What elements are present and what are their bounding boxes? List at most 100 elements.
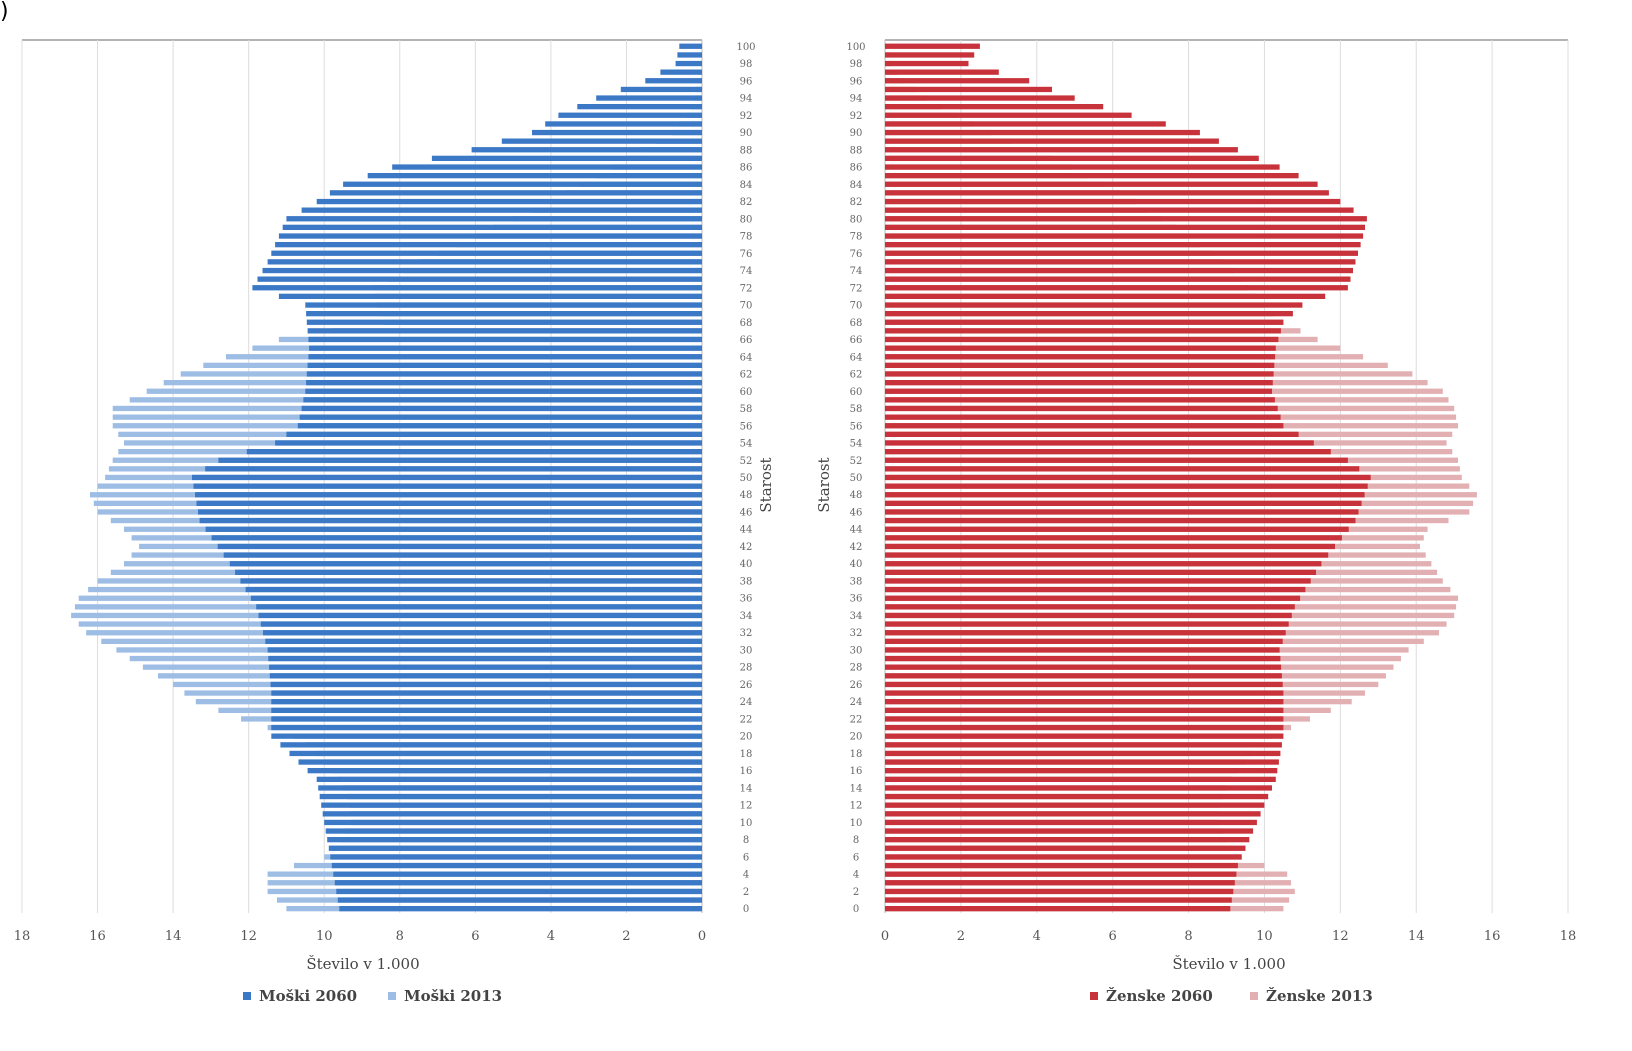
bar-2060 (885, 87, 1052, 92)
bar-2060 (885, 794, 1268, 799)
bar-2060 (885, 820, 1257, 825)
bar-2060 (252, 285, 702, 290)
age-label: 98 (740, 59, 753, 70)
bar-2060 (885, 277, 1351, 282)
age-label: 68 (850, 318, 863, 329)
age-label: 80 (740, 214, 753, 225)
x-tick-label: 8 (1184, 929, 1192, 944)
bar-2060 (318, 785, 702, 790)
x-tick-label: 6 (471, 929, 479, 944)
age-label: 32 (850, 628, 863, 639)
bar-2060 (885, 759, 1279, 764)
bar-2060 (885, 716, 1283, 721)
bar-2060 (251, 596, 702, 601)
bar-2060 (885, 552, 1328, 557)
x-tick-label: 10 (316, 929, 333, 944)
bar-2060 (885, 156, 1259, 161)
age-label: 2 (853, 887, 859, 898)
bar-2060 (679, 44, 702, 49)
bar-2060 (271, 734, 702, 739)
bar-2060 (268, 259, 702, 264)
age-label: 4 (743, 870, 749, 881)
bar-2060 (212, 535, 702, 540)
age-label: 44 (850, 525, 863, 536)
bar-2060 (261, 621, 702, 626)
bar-2060 (271, 699, 702, 704)
bar-2060 (224, 552, 702, 557)
x-tick-label: 14 (1408, 929, 1425, 944)
x-tick-label: 18 (1560, 929, 1577, 944)
male-age-labels: 1009896949290888684828078767472706866646… (736, 42, 755, 915)
age-label: 78 (740, 232, 753, 243)
bar-2060 (308, 328, 702, 333)
bar-2060 (885, 725, 1283, 730)
age-label: 62 (850, 370, 863, 381)
age-label: 96 (850, 76, 863, 87)
bar-2060 (885, 484, 1368, 489)
age-label: 4 (853, 870, 859, 881)
bar-2060 (885, 44, 980, 49)
age-label: 54 (740, 439, 753, 450)
bar-2060 (885, 113, 1132, 118)
age-label: 52 (740, 456, 753, 467)
bar-2060 (286, 432, 702, 437)
legend-swatch (243, 992, 251, 1000)
bar-2060 (885, 182, 1318, 187)
bar-2060 (323, 811, 702, 816)
bar-2060 (472, 147, 702, 152)
bar-2060 (205, 466, 702, 471)
bar-2060 (885, 561, 1321, 566)
age-label: 8 (743, 835, 749, 846)
bar-2060 (329, 846, 702, 851)
bar-2060 (645, 78, 702, 83)
bar-2060 (558, 113, 702, 118)
bar-2060 (885, 242, 1361, 247)
bar-2060 (885, 578, 1311, 583)
bar-2060 (265, 639, 702, 644)
bar-2060 (502, 139, 702, 144)
age-label: 68 (740, 318, 753, 329)
legend-swatch (388, 992, 396, 1000)
bar-2060 (290, 751, 703, 756)
bar-2060 (885, 104, 1103, 109)
bar-2060 (317, 199, 702, 204)
age-label: 76 (850, 249, 863, 260)
bar-2060 (194, 484, 703, 489)
bar-2060 (235, 570, 702, 575)
bar-2060 (885, 70, 999, 75)
bar-2060 (885, 363, 1274, 368)
x-tick-label: 14 (165, 929, 182, 944)
bar-2060 (279, 233, 702, 238)
bar-2060 (885, 863, 1238, 868)
female-x-axis-title: Število v 1.000 (1172, 955, 1285, 973)
age-label: 80 (850, 214, 863, 225)
bar-2060 (885, 190, 1329, 195)
bar-2060 (283, 225, 702, 230)
x-tick-label: 12 (1332, 929, 1349, 944)
bar-2060 (885, 320, 1283, 325)
age-label: 6 (853, 852, 859, 863)
age-label: 98 (850, 59, 863, 70)
age-label: 10 (740, 818, 753, 829)
bar-2060 (885, 311, 1293, 316)
bar-2060 (271, 716, 702, 721)
bar-2060 (885, 397, 1275, 402)
bar-2060 (885, 78, 1029, 83)
bar-2060 (885, 233, 1363, 238)
bar-2060 (247, 449, 702, 454)
age-label: 52 (850, 456, 863, 467)
bar-2060 (885, 389, 1272, 394)
male-x-axis-title: Število v 1.000 (306, 955, 419, 973)
bar-2060 (885, 699, 1283, 704)
bar-2060 (676, 61, 702, 66)
age-label: 74 (740, 266, 753, 277)
bar-2060 (885, 828, 1253, 833)
bar-2060 (307, 371, 702, 376)
age-label: 64 (850, 352, 863, 363)
age-label: 78 (850, 232, 863, 243)
bar-2060 (885, 458, 1348, 463)
bar-2060 (885, 544, 1335, 549)
age-label: 88 (740, 145, 753, 156)
age-label: 26 (850, 680, 863, 691)
bar-2060 (197, 501, 703, 506)
